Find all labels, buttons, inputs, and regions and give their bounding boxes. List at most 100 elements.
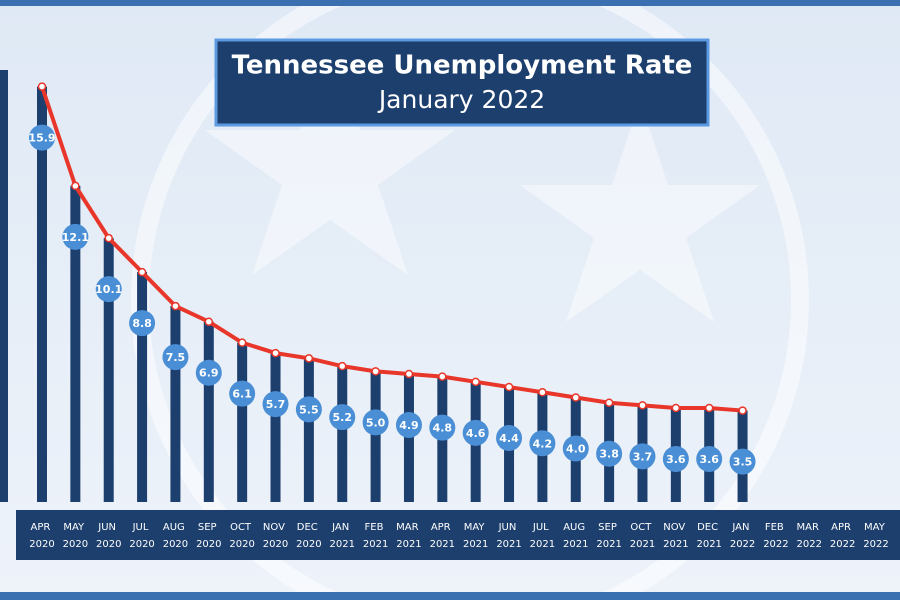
x-tick-label: AUG 2020 bbox=[163, 522, 188, 550]
x-tick-label: NOV 2020 bbox=[263, 522, 288, 550]
point bbox=[504, 382, 514, 392]
point bbox=[271, 348, 280, 358]
chart-title: Tennessee Unemployment Rate bbox=[232, 51, 693, 81]
x-tick-label: NOV 2021 bbox=[663, 522, 688, 550]
x-tick-label: FEB 2021 bbox=[363, 522, 388, 550]
label-badge bbox=[162, 344, 189, 371]
bar bbox=[137, 272, 148, 502]
chart-subtitle: January 2022 bbox=[377, 85, 545, 114]
label-badge bbox=[295, 396, 322, 423]
x-tick-label: OCT 2021 bbox=[630, 522, 655, 550]
point bbox=[304, 354, 314, 363]
data-label: 5.7 bbox=[266, 398, 286, 411]
point bbox=[137, 267, 147, 277]
data-label: 6.1 bbox=[232, 388, 252, 401]
x-tick-label: SEP 2021 bbox=[596, 522, 621, 550]
data-label: 12.1 bbox=[62, 231, 89, 244]
x-tick-label: JUL 2021 bbox=[530, 522, 555, 550]
bar bbox=[303, 358, 314, 502]
data-label: 4.6 bbox=[466, 427, 486, 440]
label-badge bbox=[195, 359, 222, 386]
point bbox=[371, 367, 380, 376]
data-label: 3.6 bbox=[699, 453, 719, 466]
data-label: 3.7 bbox=[633, 450, 653, 463]
x-tick-label: JAN 2021 bbox=[330, 522, 355, 550]
data-label: 15.9 bbox=[28, 132, 55, 145]
label-badge bbox=[529, 430, 556, 457]
data-label: 5.0 bbox=[366, 416, 386, 429]
bar bbox=[237, 342, 248, 502]
label-badge bbox=[462, 419, 489, 446]
point bbox=[438, 372, 447, 381]
label-badge bbox=[329, 404, 356, 431]
label-badge bbox=[62, 223, 89, 250]
x-tick-label: MAR 2021 bbox=[396, 522, 422, 550]
point bbox=[538, 388, 547, 397]
label-badge bbox=[95, 276, 122, 303]
point bbox=[104, 233, 113, 243]
data-label: 10.1 bbox=[95, 283, 122, 296]
left-edge bbox=[0, 70, 8, 502]
point bbox=[738, 406, 747, 415]
label-badge bbox=[596, 440, 623, 467]
x-tick-label: JUN 2021 bbox=[496, 522, 521, 550]
x-tick-label: MAR 2022 bbox=[796, 522, 822, 550]
label-badge bbox=[129, 310, 156, 337]
bar bbox=[370, 371, 381, 502]
decor-star bbox=[520, 100, 760, 322]
x-tick-label: DEC 2021 bbox=[696, 522, 721, 550]
x-tick-label: JUL 2020 bbox=[129, 522, 154, 550]
top-border bbox=[0, 0, 900, 6]
bar bbox=[103, 238, 114, 502]
point bbox=[171, 301, 180, 311]
point bbox=[471, 377, 480, 387]
data-label: 3.8 bbox=[599, 448, 619, 461]
data-label: 6.9 bbox=[199, 367, 219, 380]
label-badge bbox=[562, 435, 589, 462]
x-tick-label: APR 2020 bbox=[29, 522, 54, 550]
bar bbox=[403, 373, 414, 502]
label-badge bbox=[729, 448, 756, 475]
bottom-border bbox=[0, 592, 900, 600]
x-tick-label: AUG 2021 bbox=[563, 522, 588, 550]
point bbox=[671, 403, 681, 413]
x-tick-label: FEB 2022 bbox=[763, 522, 788, 550]
point bbox=[571, 393, 581, 402]
data-label: 4.2 bbox=[533, 437, 553, 450]
x-tick-label: MAY 2022 bbox=[863, 522, 888, 550]
x-tick-label: MAY 2021 bbox=[463, 522, 488, 550]
label-badge bbox=[662, 445, 689, 472]
x-tick-label: SEP 2020 bbox=[196, 522, 221, 550]
data-label: 4.4 bbox=[499, 432, 519, 445]
trend-line bbox=[40, 85, 743, 413]
bar bbox=[270, 353, 281, 502]
label-badge bbox=[229, 380, 256, 407]
x-tick-label: MAY 2020 bbox=[63, 522, 88, 550]
point bbox=[404, 369, 414, 379]
title-box bbox=[214, 38, 710, 127]
label-badge bbox=[696, 445, 723, 472]
label-badge bbox=[629, 443, 656, 470]
point bbox=[71, 181, 80, 191]
bar bbox=[37, 86, 47, 503]
label-badge bbox=[395, 411, 422, 438]
label-badge bbox=[29, 124, 55, 151]
x-tick-label: APR 2022 bbox=[830, 522, 855, 550]
data-label: 5.5 bbox=[299, 403, 319, 416]
point bbox=[337, 361, 347, 371]
point bbox=[237, 338, 247, 347]
decor-star bbox=[205, 40, 455, 275]
data-label: 4.8 bbox=[433, 422, 453, 435]
data-label: 3.6 bbox=[666, 453, 686, 466]
bar bbox=[70, 185, 81, 502]
x-tick-label: DEC 2020 bbox=[296, 522, 321, 550]
data-label: 4.0 bbox=[566, 443, 586, 456]
bar bbox=[170, 306, 181, 502]
point bbox=[37, 82, 47, 91]
x-tick-label: JAN 2022 bbox=[730, 522, 755, 550]
label-badge bbox=[429, 414, 456, 441]
x-tick-label: OCT 2020 bbox=[229, 522, 254, 550]
point bbox=[704, 403, 714, 413]
